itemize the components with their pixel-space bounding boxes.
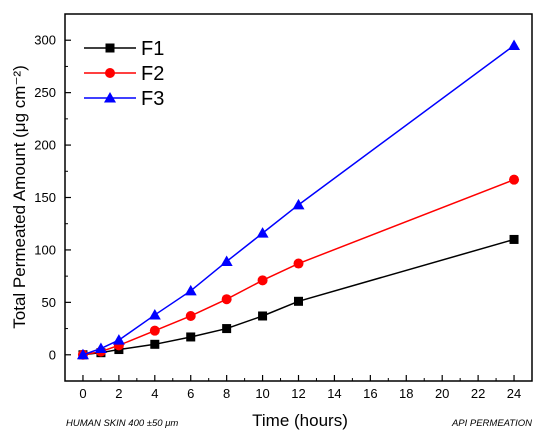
- data-point-f1: [150, 339, 160, 349]
- data-point-f3: [148, 308, 161, 320]
- x-tick-label: 22: [471, 386, 485, 401]
- data-point-f3: [220, 255, 233, 266]
- annotation-left: HUMAN SKIN 400 ±50 μm: [66, 418, 178, 429]
- x-axis: 0 2 4 6 8 10 12 14 16 18 20 22 24: [79, 375, 521, 401]
- y-axis: 0 50 100 150 200 250 300: [34, 13, 71, 382]
- data-point-f3: [94, 342, 107, 353]
- plot-frame: [64, 13, 533, 382]
- y-tick-label: 0: [49, 347, 56, 362]
- data-point-f1: [258, 311, 268, 321]
- x-tick-label: 20: [435, 386, 449, 401]
- x-tick-label: 2: [115, 386, 122, 401]
- data-point-f1: [222, 324, 232, 334]
- x-tick-label: 24: [507, 386, 521, 401]
- legend-marker-f3: [104, 92, 116, 103]
- data-point-f2: [221, 294, 232, 305]
- data-point-f3: [508, 39, 521, 50]
- legend-marker-f1: [105, 43, 115, 53]
- data-point-f2: [185, 310, 196, 321]
- data-point-f2: [149, 325, 160, 336]
- legend: F1 F2 F3: [84, 38, 164, 110]
- data-point-f2: [257, 275, 268, 286]
- data-point-f3: [76, 348, 89, 360]
- data-point-f3: [184, 284, 197, 296]
- x-tick-label: 14: [327, 386, 341, 401]
- x-tick-label: 12: [291, 386, 305, 401]
- y-axis-title: Total Permeated Amount (μg cm⁻²): [10, 65, 29, 328]
- annotation-right: API PERMEATION: [451, 418, 532, 429]
- x-tick-label: 10: [255, 386, 269, 401]
- y-tick-label: 250: [34, 85, 56, 100]
- legend-label-f1: F1: [141, 38, 164, 60]
- x-tick-label: 6: [187, 386, 194, 401]
- x-tick-label: 16: [363, 386, 377, 401]
- data-point-f3: [256, 227, 269, 238]
- x-tick-label: 18: [399, 386, 413, 401]
- data-point-f3: [112, 334, 125, 345]
- data-point-f1: [294, 296, 303, 306]
- x-tick-label: 8: [223, 386, 230, 401]
- y-tick-label: 200: [34, 138, 56, 153]
- legend-marker-f2: [105, 68, 115, 78]
- x-tick-label: 4: [151, 386, 158, 401]
- data-point-f1: [509, 234, 519, 244]
- y-tick-label: 50: [42, 295, 56, 310]
- legend-label-f3: F3: [141, 88, 164, 110]
- x-tick-label: 0: [79, 386, 86, 401]
- plot-marks: [76, 39, 521, 360]
- x-axis-title: Time (hours): [252, 411, 348, 430]
- y-tick-label: 150: [34, 190, 56, 205]
- data-point-f1: [186, 332, 196, 342]
- y-tick-label: 300: [34, 33, 56, 48]
- data-point-f2: [509, 174, 520, 185]
- y-tick-label: 100: [34, 242, 56, 257]
- data-point-f2: [293, 258, 304, 269]
- data-point-f3: [292, 198, 305, 210]
- legend-label-f2: F2: [141, 63, 164, 85]
